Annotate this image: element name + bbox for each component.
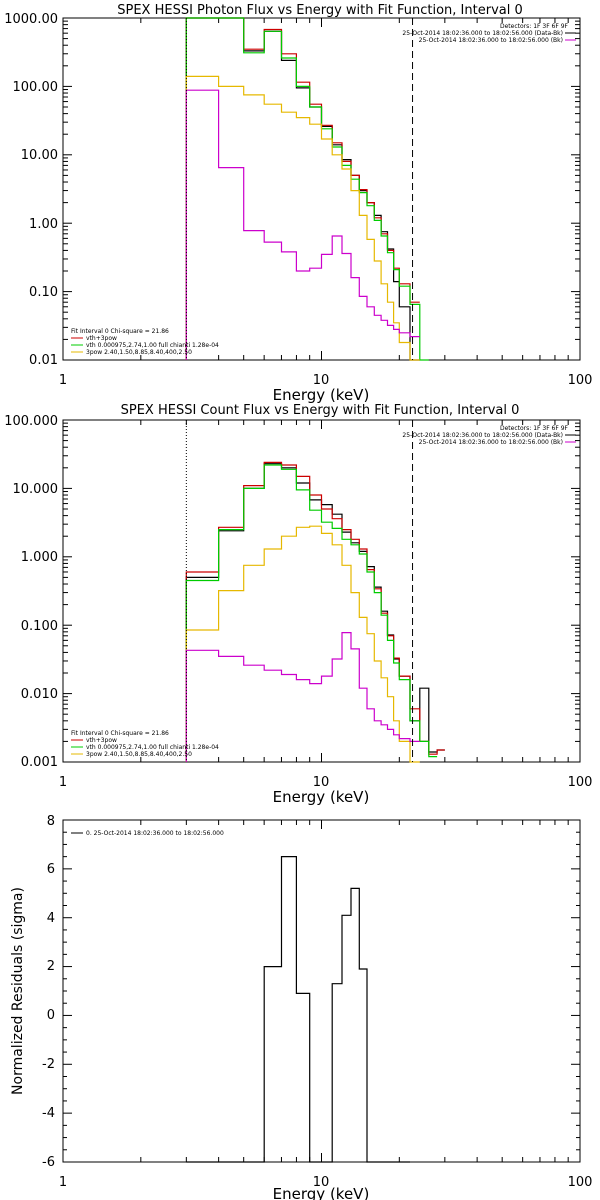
- y-tick-label: 100.000: [4, 414, 58, 429]
- y-tick-label: 1.00: [29, 217, 58, 232]
- y-tick-label: 8: [47, 814, 55, 829]
- y-tick-label: 0: [47, 1008, 55, 1023]
- legend-entry: 25-Oct-2014 18:02:36.000 to 18:02:56.000…: [402, 30, 563, 37]
- chart-title: SPEX HESSI Count Flux vs Energy with Fit…: [121, 403, 520, 418]
- photon-flux-chart: SPEX HESSI Photon Flux vs Energy with Fi…: [4, 3, 592, 404]
- series-group: [186, 856, 410, 1163]
- legend-entry: 3pow 2.40,1.50,8.85,8.40,400,2.50: [86, 751, 192, 758]
- plot-frame: [62, 17, 581, 361]
- legend-entry: Detectors: 1F 3F 6F 9F: [500, 425, 569, 432]
- y-tick-label: 1.000: [21, 550, 58, 565]
- legend-entry: vth+3pow: [86, 737, 117, 744]
- legend-entry: 25-Oct-2014 18:02:36.000 to 18:02:56.000…: [419, 439, 563, 446]
- y-tick-label: -6: [42, 1155, 55, 1170]
- legend-entry: 25-Oct-2014 18:02:36.000 to 18:02:56.000…: [402, 432, 563, 439]
- legend-entry: 3pow 2.40,1.50,8.85,8.40,400,2.50: [86, 349, 192, 356]
- legend-entry: vth 0.000975,2.74,1.00 full chianti 1.28…: [86, 342, 219, 349]
- series-line: [185, 75, 420, 361]
- series-line: [185, 464, 438, 762]
- series-line: [185, 17, 420, 360]
- series-line: [185, 632, 420, 762]
- legend-top-left: 0. 25-Oct-2014 18:02:36.000 to 18:02:56.…: [71, 830, 224, 837]
- x-tick-label: 1: [59, 775, 67, 790]
- y-tick-label: 2: [47, 959, 55, 974]
- x-axis-label: Energy (keV): [273, 788, 370, 806]
- y-tick-label: -2: [42, 1057, 55, 1072]
- x-axis-label: Energy (keV): [273, 1185, 370, 1200]
- y-tick-label: 10.00: [21, 148, 58, 163]
- y-tick-label: -4: [42, 1106, 55, 1121]
- series-line: [185, 17, 420, 361]
- y-tick-label: 10.000: [13, 482, 59, 497]
- legend-top-right: Detectors: 1F 3F 6F 9F 25-Oct-2014 18:02…: [402, 23, 576, 44]
- count-flux-chart: SPEX HESSI Count Flux vs Energy with Fit…: [4, 403, 592, 806]
- residuals-chart: 1 10 100 -6 -4 -2 0 2 4 6 8 Energy (keV)…: [10, 814, 592, 1200]
- series-line: [185, 89, 420, 360]
- chart-title: SPEX HESSI Photon Flux vs Energy with Fi…: [117, 3, 523, 18]
- series-line: [185, 525, 420, 763]
- plot-frame: [62, 819, 581, 1163]
- axis-ticks: [62, 819, 580, 1163]
- y-tick-label: 0.010: [21, 687, 58, 702]
- x-tick-label: 10: [313, 1175, 330, 1190]
- y-tick-label: 0.100: [21, 619, 58, 634]
- legend-entry: Detectors: 1F 3F 6F 9F: [500, 23, 569, 30]
- y-tick-label: 0.01: [29, 353, 58, 368]
- x-tick-label: 100: [568, 775, 593, 790]
- series-group: [185, 420, 445, 763]
- series-line: [185, 463, 445, 762]
- legend-entry: Fit Interval 0 Chi-square = 21.86: [71, 328, 169, 335]
- x-tick-label: 1: [59, 1175, 67, 1190]
- y-tick-label: 0.001: [21, 755, 58, 770]
- x-tick-label: 100: [568, 1175, 593, 1190]
- x-tick-label: 10: [313, 775, 330, 790]
- x-tick-label: 10: [313, 373, 330, 388]
- legend-bottom-left: Fit Interval 0 Chi-square = 21.86 vth+3p…: [71, 730, 219, 758]
- series-line: [185, 17, 429, 361]
- y-tick-label: 4: [47, 911, 55, 926]
- legend-top-right: Detectors: 1F 3F 6F 9F 25-Oct-2014 18:02…: [402, 425, 576, 446]
- legend-bottom-left: Fit Interval 0 Chi-square = 21.86 vth+3p…: [71, 328, 219, 356]
- series-group: [185, 17, 429, 361]
- x-axis-label: Energy (keV): [273, 386, 370, 404]
- axis-ticks: [62, 420, 580, 763]
- y-tick-label: 0.10: [29, 285, 58, 300]
- x-tick-label: 100: [568, 373, 593, 388]
- legend-entry: vth+3pow: [86, 335, 117, 342]
- legend-entry: vth 0.000975,2.74,1.00 full chianti 1.28…: [86, 744, 219, 751]
- legend-entry: 25-Oct-2014 18:02:36.000 to 18:02:56.000…: [419, 37, 563, 44]
- legend-entry: 0. 25-Oct-2014 18:02:36.000 to 18:02:56.…: [86, 830, 224, 837]
- axis-ticks: [62, 18, 580, 361]
- series-line: [186, 856, 410, 1163]
- y-tick-label: 1000.00: [4, 12, 58, 27]
- y-tick-label: 6: [47, 862, 55, 877]
- legend-entry: Fit Interval 0 Chi-square = 21.86: [71, 730, 169, 737]
- y-tick-label: 100.00: [13, 80, 59, 95]
- y-axis-label: Normalized Residuals (sigma): [10, 887, 26, 1095]
- x-tick-label: 1: [59, 373, 67, 388]
- plot-frame: [62, 419, 581, 763]
- series-line: [185, 461, 445, 762]
